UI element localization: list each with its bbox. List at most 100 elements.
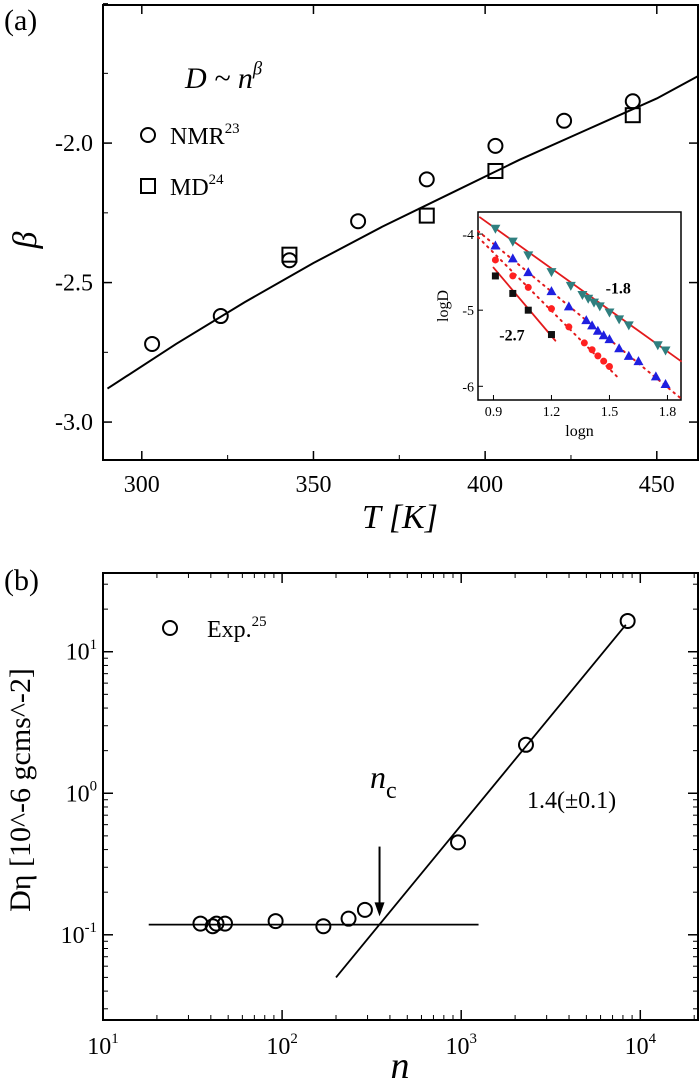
inset-point-triangle-down bbox=[614, 315, 625, 325]
data-point-exp bbox=[267, 913, 284, 930]
inset-x-tick-label: 1.8 bbox=[659, 405, 677, 420]
x-tick-label: 102 bbox=[266, 1031, 297, 1060]
data-point-nmr bbox=[556, 112, 573, 129]
x-tick-label: 350 bbox=[295, 472, 331, 498]
fit-line bbox=[335, 624, 627, 978]
inset-point-circle-filled bbox=[491, 256, 499, 264]
inset-point-circle-filled bbox=[547, 305, 555, 313]
y-tick-label: -2.0 bbox=[55, 131, 93, 157]
panel-a-label: (a) bbox=[4, 4, 37, 37]
nc-label: nc bbox=[370, 759, 397, 804]
inset-point-triangle-up bbox=[581, 315, 592, 325]
y-tick-label: 10-1 bbox=[61, 920, 97, 949]
inset-point-triangle-down bbox=[507, 237, 518, 247]
legend-marker-nmr bbox=[140, 127, 156, 143]
inset-x-axis-label: logn bbox=[565, 423, 593, 440]
panel-a-inset: 0.9 1.2 1.5 1.8 -4 -5 -6 logn logD -1.8 -2.7 bbox=[435, 211, 682, 440]
inset-slope-label: -1.8 bbox=[606, 280, 631, 297]
y-tick-label: 101 bbox=[66, 637, 97, 666]
data-point-exp bbox=[315, 918, 332, 935]
inset-point-triangle-up bbox=[598, 330, 609, 340]
data-point-nmr bbox=[418, 171, 435, 188]
inset-point-triangle-up bbox=[660, 379, 671, 389]
inset-point-triangle-down bbox=[623, 321, 634, 331]
inset-x-tick-label: 0.9 bbox=[485, 405, 503, 420]
panel-a: 300 350 400 450 -3.0 -2.5 -2.0 T [K] β D ~ nβ NMR2… bbox=[7, 3, 699, 536]
inset-point-triangle-up bbox=[623, 350, 634, 360]
inset-point-triangle-up bbox=[633, 356, 644, 366]
inset-point-square-filled bbox=[524, 306, 532, 314]
inset-point-circle-filled bbox=[594, 352, 602, 360]
y-tick-label: -3.0 bbox=[55, 410, 93, 436]
data-point-exp bbox=[619, 612, 636, 629]
y-tick-label: -2.5 bbox=[55, 271, 93, 297]
x-tick-label: 103 bbox=[445, 1031, 476, 1060]
data-point-md bbox=[418, 207, 435, 224]
inset-point-triangle-up bbox=[546, 286, 557, 296]
inset-fit-line-solid bbox=[492, 266, 557, 342]
inset-point-triangle-up bbox=[490, 240, 501, 250]
inset-point-triangle-down bbox=[660, 346, 671, 356]
inset-point-triangle-down bbox=[523, 251, 534, 261]
inset-point-square-filled bbox=[509, 289, 517, 297]
data-point-exp bbox=[204, 918, 221, 935]
x-axis-label: n bbox=[391, 1045, 410, 1083]
x-tick-label: 300 bbox=[124, 472, 160, 498]
data-point-md bbox=[487, 162, 504, 179]
inset-frame bbox=[477, 211, 682, 401]
legend-label-exp: Exp.25 bbox=[207, 614, 267, 643]
data-point-nmr bbox=[350, 213, 367, 230]
legend-label-nmr: NMR23 bbox=[170, 121, 240, 150]
inset-point-circle-filled bbox=[509, 272, 517, 280]
data-point-exp bbox=[208, 915, 225, 932]
data-point-nmr bbox=[144, 335, 161, 352]
inset-point-triangle-down bbox=[546, 268, 557, 278]
data-point-exp bbox=[217, 915, 234, 932]
inset-point-triangle-down bbox=[490, 224, 501, 234]
inset-point-triangle-up bbox=[587, 320, 598, 330]
inset-point-triangle-down bbox=[565, 281, 576, 291]
inset-y-tick-label: -4 bbox=[462, 228, 474, 243]
inset-point-circle-filled bbox=[600, 357, 608, 365]
inset-point-triangle-down bbox=[652, 341, 663, 351]
data-point-nmr bbox=[281, 252, 298, 269]
data-point-nmr bbox=[487, 137, 504, 154]
inset-point-circle-filled bbox=[580, 339, 588, 347]
inset-point-triangle-up bbox=[650, 371, 661, 381]
inset-point-circle-filled bbox=[524, 283, 532, 291]
panel-b-label: (b) bbox=[4, 564, 39, 597]
data-point-exp bbox=[517, 736, 534, 753]
inset-point-square-filled bbox=[491, 272, 499, 280]
legend-label-md: MD24 bbox=[170, 172, 224, 201]
fit-curve bbox=[106, 75, 699, 390]
inset-x-tick-label: 1.5 bbox=[601, 405, 619, 420]
x-axis-label: T [K] bbox=[362, 499, 438, 536]
data-point-nmr bbox=[212, 308, 229, 325]
nc-arrow-head bbox=[374, 902, 385, 917]
data-point-nmr bbox=[624, 93, 641, 110]
legend-marker-exp bbox=[162, 620, 178, 636]
inset-point-triangle-up bbox=[523, 267, 534, 277]
data-point-exp bbox=[340, 910, 357, 927]
data-point-md bbox=[281, 246, 298, 263]
inset-fit-line-dotted bbox=[477, 230, 682, 400]
data-point-exp bbox=[192, 915, 209, 932]
inset-point-triangle-down bbox=[577, 290, 588, 300]
inset-y-axis-label: logD bbox=[435, 290, 452, 322]
power-law-annotation: D ~ nβ bbox=[184, 59, 263, 96]
inset-point-triangle-up bbox=[592, 325, 603, 335]
legend-marker-md bbox=[140, 178, 156, 194]
inset-point-triangle-down bbox=[583, 294, 594, 304]
inset-point-circle-filled bbox=[588, 346, 596, 354]
inset-y-tick-label: -6 bbox=[462, 380, 474, 395]
inset-point-triangle-down bbox=[594, 302, 605, 312]
y-axis-label: Dη [10^-6 gcms^-2] bbox=[4, 668, 37, 912]
inset-point-triangle-up bbox=[614, 343, 625, 353]
data-point-md bbox=[624, 107, 641, 124]
x-tick-label: 104 bbox=[625, 1031, 657, 1060]
data-point-exp bbox=[450, 834, 467, 851]
inset-point-triangle-down bbox=[589, 298, 599, 308]
inset-slope-label: -2.7 bbox=[499, 328, 524, 345]
inset-point-circle-filled bbox=[605, 363, 613, 371]
inset-x-tick-label: 1.2 bbox=[543, 405, 561, 420]
